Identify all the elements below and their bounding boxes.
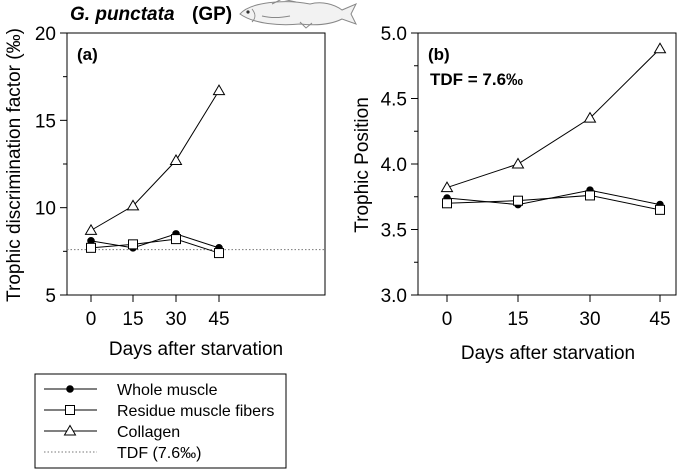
panel-b-residue-muscle-fibers-point — [585, 190, 595, 201]
panel-a-residue-muscle-fibers-point — [86, 242, 96, 253]
legend-marker-collagen — [63, 424, 77, 436]
panel-b-collagen-point — [440, 181, 454, 193]
legend-marker-whole-muscle — [66, 385, 74, 393]
panel-a-collagen-point — [84, 223, 98, 235]
panel-a-label: (a) — [77, 45, 98, 64]
panel-a-plot-area — [66, 32, 326, 296]
panel-a-collagen-point — [126, 199, 140, 211]
panel-b-residue-muscle-fibers-line — [446, 194, 661, 211]
panel-b-whole-muscle-line — [446, 189, 661, 206]
panel-b-y-tick-label: 3.5 — [381, 221, 407, 242]
panel-b-x-axis-title: Days after starvation — [461, 343, 635, 364]
legend-label-collagen: Collagen — [117, 424, 180, 441]
fish-icon — [239, 0, 358, 29]
panel-b-collagen-point — [511, 157, 525, 169]
panel-a-x-tick-label: 15 — [122, 309, 143, 330]
legend-marker-residue-muscle-fibers — [65, 405, 75, 415]
panel-b-collagen-point — [583, 111, 597, 123]
panel-b-x-tick-label: 0 — [442, 309, 453, 330]
species-code: (GP) — [192, 4, 232, 25]
species-name: G. punctata — [70, 4, 175, 25]
panel-b-label: (b) — [428, 45, 450, 64]
panel-b-y-tick-label: 4.5 — [381, 90, 407, 111]
panel-a-whole-muscle-line — [90, 233, 220, 249]
panel-a-x-tick-label: 45 — [208, 309, 229, 330]
panel-a-y-tick-label: 5 — [45, 286, 56, 307]
panel-b-y-tick-label: 4.0 — [381, 155, 407, 176]
panel-a-x-axis-title: Days after starvation — [109, 339, 283, 360]
panel-a-residue-muscle-fibers-point — [171, 234, 181, 245]
panel-a-residue-muscle-fibers-point — [128, 239, 138, 250]
panel-b-collagen-line — [446, 48, 661, 189]
panel-b-y-axis-title: Trophic Position — [352, 97, 373, 233]
legend-label-residue-muscle-fibers: Residue muscle fibers — [117, 403, 274, 420]
panel-a-x-tick-label: 0 — [86, 309, 97, 330]
panel-b-residue-muscle-fibers-point — [442, 198, 452, 209]
legend: Whole muscle Residue muscle fibers Collage… — [44, 382, 274, 462]
tdf-annotation: TDF = 7.6‰ — [430, 70, 523, 89]
panel-a-x-tick-label: 30 — [165, 309, 186, 330]
panel-b-collagen-point — [653, 42, 667, 54]
panel-b-residue-muscle-fibers-point — [513, 195, 523, 206]
panel-a-y-tick-label: 20 — [35, 24, 56, 45]
panel-a-residue-muscle-fibers-line — [90, 238, 220, 254]
legend-label-tdf-7-6: TDF (7.6‰) — [117, 445, 201, 462]
panel-b-x-tick-label: 45 — [649, 309, 670, 330]
legend-label-whole-muscle: Whole muscle — [117, 382, 218, 399]
panel-a-y-tick-label: 10 — [35, 199, 56, 220]
panel-a-collagen-point — [169, 154, 183, 166]
panel-b-y-tick-label: 5.0 — [381, 24, 407, 45]
panel-b-y-tick-label: 3.0 — [381, 286, 407, 307]
panel-a-y-axis-title: Trophic discrimination factor (‰) — [4, 28, 25, 302]
panel-a-y-tick-label: 15 — [35, 111, 56, 132]
panel-a-collagen-line — [90, 90, 220, 231]
panel-a-residue-muscle-fibers-point — [214, 248, 224, 259]
panel-b-x-tick-label: 30 — [579, 309, 600, 330]
panel-b-residue-muscle-fibers-point — [655, 204, 665, 215]
panel-b-x-tick-label: 15 — [507, 309, 528, 330]
panel-a-collagen-point — [212, 84, 226, 96]
